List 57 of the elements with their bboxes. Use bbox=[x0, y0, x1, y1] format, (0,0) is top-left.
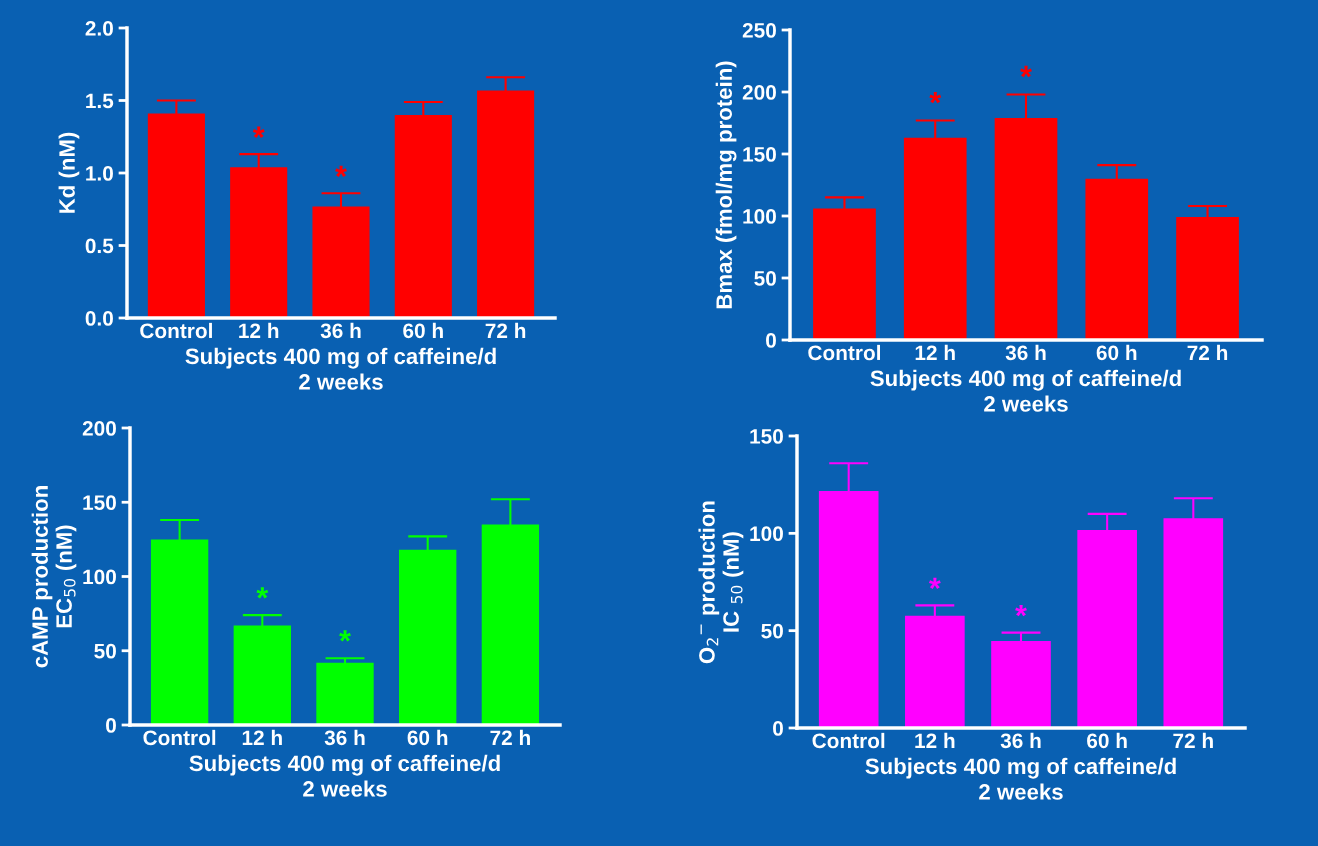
x-axis-title: Subjects 400 mg of caffeine/d 2 weeks bbox=[189, 754, 500, 797]
y-tick-label: 150 bbox=[83, 495, 116, 510]
x-tick-label: 60 h bbox=[407, 729, 448, 746]
x-axis-title: Subjects 400 mg of caffeine/d 2 weeks bbox=[185, 347, 496, 390]
y-tick-label: 0 bbox=[766, 333, 776, 348]
x-tick-label: 36 h bbox=[1000, 732, 1041, 749]
bar bbox=[316, 662, 374, 725]
y-tick-label: 50 bbox=[754, 271, 776, 286]
x-tick-label: Control bbox=[140, 322, 212, 339]
annotation: * bbox=[928, 577, 941, 590]
y-tick-label: 0.5 bbox=[85, 238, 114, 254]
x-tick-label: 12 h bbox=[242, 729, 282, 745]
y-tick-label: 1.5 bbox=[86, 93, 114, 109]
y-tick-label: 100 bbox=[743, 209, 776, 224]
y-tick-label: 200 bbox=[742, 85, 776, 100]
x-tick-label: 60 h bbox=[1096, 344, 1137, 361]
y-tick-label: 0 bbox=[773, 721, 783, 736]
annotation: * bbox=[335, 165, 347, 178]
x-axis-title: Subjects 400 mg of caffeine/d 2 weeks bbox=[865, 757, 1176, 800]
x-tick-label: 36 h bbox=[1005, 344, 1046, 361]
x-tick-label: 12 h bbox=[915, 344, 955, 360]
x-tick-label: 60 h bbox=[403, 322, 443, 339]
y-axis-title: Bmax (fmol/mg protein) bbox=[715, 61, 737, 309]
annotation: * bbox=[1020, 65, 1032, 78]
y-tick-label: 250 bbox=[742, 23, 776, 38]
x-axis-title: Subjects 400 mg of caffeine/d 2 weeks bbox=[870, 369, 1181, 412]
y-tick-label: 200 bbox=[82, 421, 116, 436]
x-tick-label: 12 h bbox=[239, 322, 279, 338]
y-axis-title: Kd (nM) bbox=[58, 132, 80, 213]
x-tick-label: 12 h bbox=[915, 732, 955, 748]
y-tick-label: 2.0 bbox=[85, 21, 113, 36]
x-tick-label: 36 h bbox=[320, 322, 361, 339]
x-tick-label: 72 h bbox=[490, 729, 530, 745]
x-tick-label: Control bbox=[808, 344, 881, 361]
annotation: * bbox=[252, 126, 265, 138]
x-tick-label: 60 h bbox=[1087, 732, 1127, 749]
y-tick-label: 50 bbox=[94, 643, 116, 659]
x-tick-label: 72 h bbox=[1187, 344, 1228, 360]
y-tick-label: 150 bbox=[743, 147, 776, 162]
y-axis-title: cAMP production EC$_{50}$ (nM) bbox=[31, 486, 77, 668]
y-tick-label: 0 bbox=[106, 718, 116, 733]
x-tick-label: 36 h bbox=[324, 729, 365, 746]
y-axis-title: O$_{2}$$^{−}$ production IC $_{50}$ (nM) bbox=[698, 501, 744, 664]
annotation: * bbox=[1015, 604, 1027, 617]
x-tick-label: Control bbox=[143, 729, 216, 746]
y-tick-label: 1.0 bbox=[86, 166, 113, 181]
x-tick-label: Control bbox=[812, 732, 885, 749]
x-tick-label: 72 h bbox=[1173, 732, 1213, 748]
y-tick-label: 50 bbox=[761, 623, 783, 639]
annotation: * bbox=[256, 587, 269, 599]
y-tick-label: 0.0 bbox=[85, 311, 113, 326]
annotation: * bbox=[339, 630, 351, 642]
y-tick-label: 150 bbox=[750, 429, 783, 444]
x-tick-label: 72 h bbox=[485, 322, 526, 338]
y-tick-label: 100 bbox=[83, 569, 116, 585]
y-tick-label: 100 bbox=[750, 526, 783, 542]
annotation: * bbox=[929, 91, 942, 104]
